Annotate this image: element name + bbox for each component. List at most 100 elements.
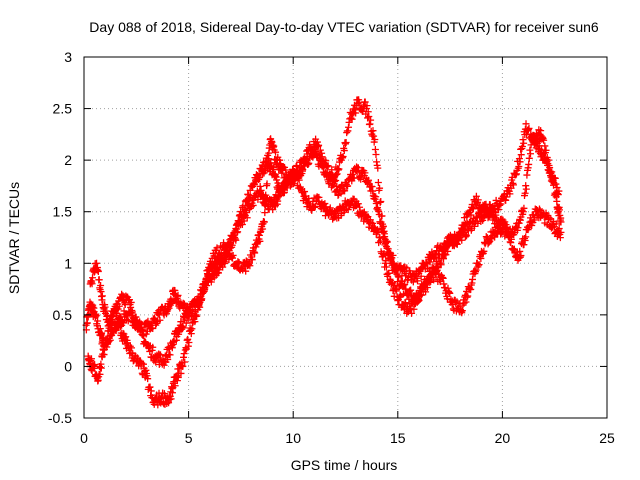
data-point-fill xyxy=(132,313,140,321)
data-point-fill xyxy=(352,109,360,117)
data-point-fill xyxy=(205,266,213,274)
data-point-fill xyxy=(361,98,369,106)
data-point-fill xyxy=(165,399,173,407)
data-point-fill xyxy=(363,102,371,110)
data-point-fill xyxy=(115,302,123,310)
data-point-fill xyxy=(97,282,105,290)
data-point-fill xyxy=(426,258,434,266)
data-point-fill xyxy=(509,181,517,189)
data-point-fill xyxy=(315,141,323,149)
data-point-fill xyxy=(301,188,309,196)
data-point-fill xyxy=(248,256,256,264)
data-points xyxy=(82,96,565,409)
data-point-fill xyxy=(525,154,533,162)
data-point-fill xyxy=(124,317,132,325)
y-tick-label: -0.5 xyxy=(48,410,72,426)
data-point xyxy=(557,218,565,226)
data-point-fill xyxy=(113,309,121,317)
data-point-fill xyxy=(417,272,425,280)
data-point-fill xyxy=(370,132,378,140)
data-point-fill xyxy=(335,165,343,173)
data-point-fill xyxy=(408,309,416,317)
data-point-fill xyxy=(520,241,528,249)
data-point-fill xyxy=(525,160,533,168)
data-point-fill xyxy=(87,355,95,363)
data-point-fill xyxy=(526,150,534,158)
y-tick-label: 2.5 xyxy=(53,101,73,117)
data-point-fill xyxy=(166,301,174,309)
data-point-fill xyxy=(209,261,217,269)
data-point-fill xyxy=(552,220,560,228)
data-point-fill xyxy=(462,298,470,306)
data-point-fill xyxy=(517,151,525,159)
data-point-fill xyxy=(507,235,515,243)
data-point-fill xyxy=(96,325,104,333)
data-point-fill xyxy=(261,198,269,206)
data-point-fill xyxy=(472,192,480,200)
data-point-fill xyxy=(316,146,324,154)
data-point-fill xyxy=(122,333,130,341)
data-point-fill xyxy=(95,276,103,284)
data-point-fill xyxy=(269,206,277,214)
data-point-fill xyxy=(516,158,524,166)
data-point-fill xyxy=(521,189,529,197)
data-point-fill xyxy=(383,238,391,246)
data-point-fill xyxy=(522,120,530,128)
data-point-fill xyxy=(315,193,323,201)
axis-ticks xyxy=(83,56,608,419)
data-point-fill xyxy=(417,291,425,299)
data-point-fill xyxy=(361,169,369,177)
data-point xyxy=(555,187,563,195)
data-point-fill xyxy=(280,188,288,196)
data-point-fill xyxy=(342,139,350,147)
data-point-fill xyxy=(238,221,246,229)
data-point-fill xyxy=(156,316,164,324)
data-point-fill xyxy=(116,322,124,330)
data-point-fill xyxy=(92,312,100,320)
data-point-fill xyxy=(321,200,329,208)
data-point-fill xyxy=(409,278,417,286)
y-axis-label: SDTVAR / TECUs xyxy=(6,182,22,294)
data-point-fill xyxy=(390,292,398,300)
data-point-fill xyxy=(426,278,434,286)
data-point-fill xyxy=(89,274,97,282)
data-point-fill xyxy=(202,274,210,282)
data-point-fill xyxy=(261,209,269,217)
data-point-fill xyxy=(98,329,106,337)
data-point xyxy=(553,197,561,205)
data-point-fill xyxy=(179,324,187,332)
data-point-fill xyxy=(520,139,528,147)
data-point-fill xyxy=(428,274,436,282)
data-point-fill xyxy=(520,204,528,212)
data-point-fill xyxy=(256,173,264,181)
data-point-fill xyxy=(344,206,352,214)
data-point-fill xyxy=(234,258,242,266)
data-point-fill xyxy=(264,159,272,167)
y-tick-label: 0 xyxy=(64,358,72,374)
data-point-fill xyxy=(184,335,192,343)
data-point-fill xyxy=(180,350,188,358)
data-point-fill xyxy=(102,307,110,315)
data-point-fill xyxy=(97,364,105,372)
data-point xyxy=(557,228,565,236)
y-tick-label: 3 xyxy=(64,49,72,65)
data-point-fill xyxy=(128,344,136,352)
data-point-fill xyxy=(532,134,540,142)
data-point-fill xyxy=(276,156,284,164)
y-tick-label: 2 xyxy=(64,152,72,168)
data-point-fill xyxy=(407,286,415,294)
data-point-fill xyxy=(224,243,232,251)
data-point xyxy=(93,259,101,267)
data-point-fill xyxy=(552,180,560,188)
data-point-fill xyxy=(218,251,226,259)
data-point-fill xyxy=(94,317,102,325)
data-point-fill xyxy=(522,185,530,193)
data-point-fill xyxy=(367,116,375,124)
data-point-fill xyxy=(262,194,270,202)
data-point-fill xyxy=(139,331,147,339)
data-point-fill xyxy=(255,231,263,239)
data-point-fill xyxy=(379,220,387,228)
data-point-fill xyxy=(94,268,102,276)
